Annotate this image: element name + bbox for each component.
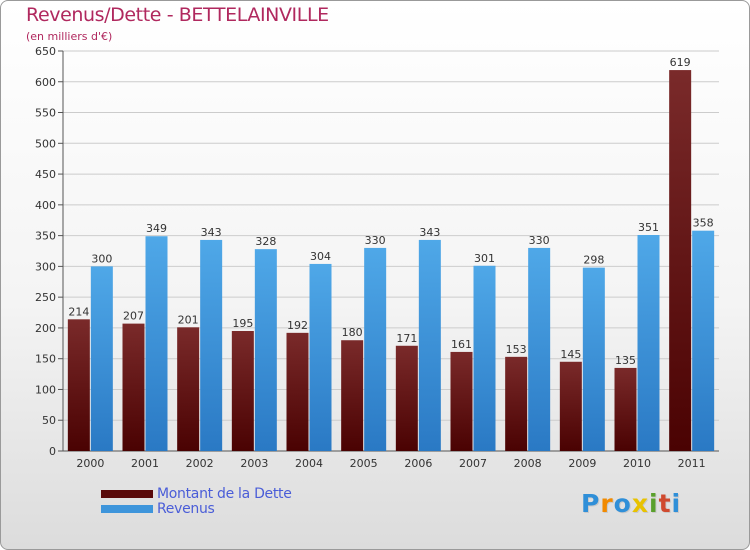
legend-label-revenus: Revenus xyxy=(157,501,215,517)
data-label-revenus: 304 xyxy=(310,250,331,263)
bar-revenus xyxy=(692,230,715,451)
logo-letter: o xyxy=(613,489,632,518)
data-label-revenus: 328 xyxy=(255,235,276,248)
x-tick-label: 2008 xyxy=(514,457,542,470)
legend: Montant de la Dette Revenus xyxy=(101,486,401,517)
data-label-revenus: 358 xyxy=(693,217,714,230)
y-tick-label: 150 xyxy=(35,353,56,366)
data-label-revenus: 349 xyxy=(146,222,167,235)
y-tick-label: 200 xyxy=(35,322,56,335)
logo-letter: i xyxy=(671,489,682,518)
bar-revenus xyxy=(254,249,277,451)
y-tick-label: 550 xyxy=(35,107,56,120)
chart-subtitle: (en milliers d'€) xyxy=(26,30,113,43)
x-tick-label: 2000 xyxy=(76,457,104,470)
y-tick-label: 400 xyxy=(35,199,56,212)
data-label-dette: 161 xyxy=(451,338,472,351)
bar-dette xyxy=(67,319,90,451)
bar-dette xyxy=(669,70,692,452)
bar-dette xyxy=(614,367,637,451)
y-tick-label: 650 xyxy=(35,45,56,58)
bar-revenus xyxy=(90,266,113,451)
y-tick-label: 250 xyxy=(35,291,56,304)
legend-item-dette: Montant de la Dette xyxy=(101,486,401,502)
y-tick-label: 0 xyxy=(49,445,56,458)
data-label-dette: 207 xyxy=(123,310,144,323)
bar-revenus xyxy=(200,239,223,451)
logo-letter: t xyxy=(658,489,672,518)
bar-revenus xyxy=(418,239,441,451)
data-label-dette: 195 xyxy=(232,317,253,330)
bar-dette xyxy=(559,361,582,451)
bar-dette xyxy=(505,356,528,451)
bar-dette xyxy=(231,331,254,451)
data-label-revenus: 300 xyxy=(91,252,112,265)
bar-dette xyxy=(341,340,364,451)
y-tick-label: 500 xyxy=(35,137,56,150)
data-label-dette: 619 xyxy=(670,56,691,69)
legend-swatch-revenus xyxy=(101,505,153,513)
bar-revenus xyxy=(309,263,332,451)
bar-revenus xyxy=(473,265,496,451)
data-label-dette: 180 xyxy=(342,326,363,339)
bar-dette xyxy=(177,327,200,451)
bar-dette xyxy=(395,345,418,451)
x-tick-label: 2004 xyxy=(295,457,323,470)
x-tick-label: 2002 xyxy=(186,457,214,470)
x-tick-label: 2007 xyxy=(459,457,487,470)
x-tick-label: 2006 xyxy=(404,457,432,470)
y-tick-label: 450 xyxy=(35,168,56,181)
legend-swatch-dette xyxy=(101,490,153,498)
bar-revenus xyxy=(145,236,168,451)
bar-dette xyxy=(122,323,145,451)
bar-revenus xyxy=(364,247,387,451)
legend-label-dette: Montant de la Dette xyxy=(157,486,292,502)
logo-letter: i xyxy=(649,489,659,518)
data-label-revenus: 343 xyxy=(419,226,440,239)
data-label-dette: 145 xyxy=(560,348,581,361)
data-label-revenus: 330 xyxy=(529,234,550,247)
data-label-dette: 153 xyxy=(506,343,527,356)
data-label-revenus: 351 xyxy=(638,221,659,234)
bar-revenus xyxy=(637,235,660,451)
y-tick-label: 300 xyxy=(35,260,56,273)
logo-letter: x xyxy=(631,489,649,518)
chart-title: Revenus/Dette - BETTELAINVILLE xyxy=(26,4,329,26)
y-tick-label: 50 xyxy=(42,414,56,427)
x-tick-label: 2009 xyxy=(568,457,596,470)
x-tick-label: 2011 xyxy=(678,457,706,470)
x-tick-label: 2005 xyxy=(350,457,378,470)
proxiti-logo: Proxiti xyxy=(581,489,681,518)
data-label-revenus: 330 xyxy=(365,234,386,247)
data-label-dette: 171 xyxy=(396,332,417,345)
y-tick-label: 350 xyxy=(35,230,56,243)
logo-letter: P xyxy=(581,489,601,518)
data-label-dette: 201 xyxy=(178,313,199,326)
bar-revenus xyxy=(582,267,605,451)
data-label-revenus: 343 xyxy=(201,226,222,239)
y-tick-label: 100 xyxy=(35,383,56,396)
y-tick-label: 600 xyxy=(35,76,56,89)
data-label-dette: 135 xyxy=(615,354,636,367)
bar-revenus xyxy=(528,247,551,451)
data-label-revenus: 301 xyxy=(474,252,495,265)
logo-letter: r xyxy=(600,489,614,518)
x-tick-label: 2001 xyxy=(131,457,159,470)
legend-item-revenus: Revenus xyxy=(101,501,401,517)
bar-dette xyxy=(450,351,473,451)
x-tick-label: 2003 xyxy=(240,457,268,470)
bar-dette xyxy=(286,332,309,451)
data-label-revenus: 298 xyxy=(583,254,604,267)
data-label-dette: 214 xyxy=(68,305,89,318)
data-label-dette: 192 xyxy=(287,319,308,332)
x-tick-label: 2010 xyxy=(623,457,651,470)
